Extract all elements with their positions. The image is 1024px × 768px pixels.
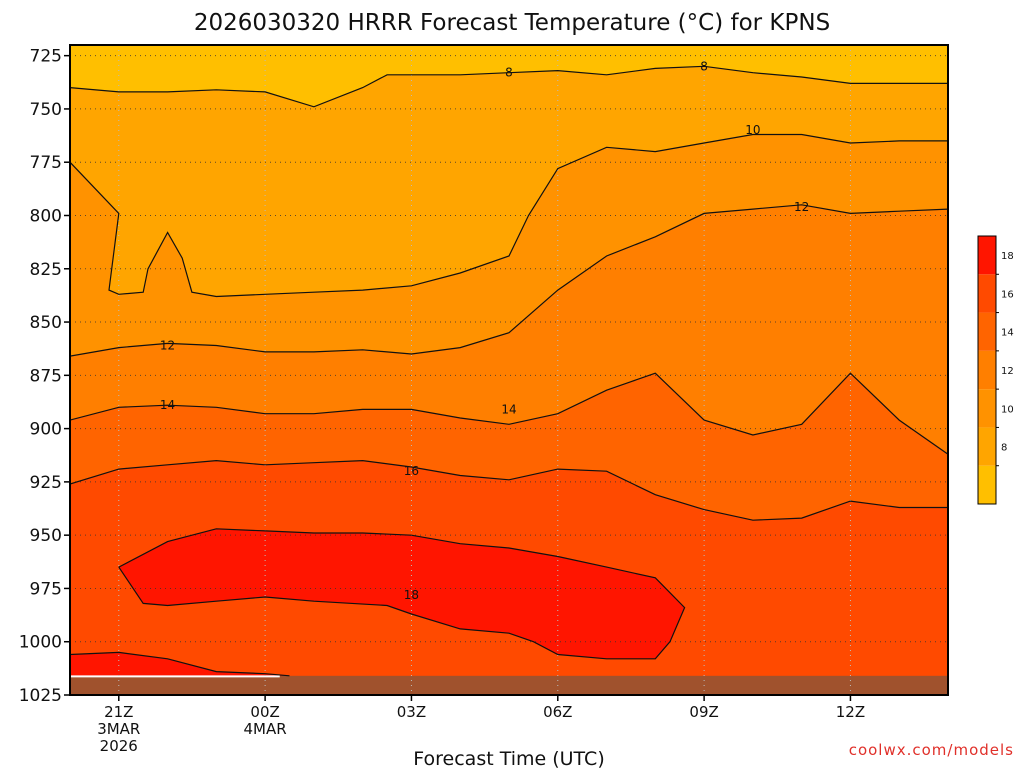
y-tick-label: 850	[30, 313, 62, 333]
contour-line	[70, 459, 948, 521]
y-tick-label: 775	[30, 153, 62, 173]
x-tick-label: 3MAR	[97, 720, 140, 738]
colorbar: 8 10 12 14 16 18	[977, 235, 1014, 505]
contour-label: 10	[745, 123, 760, 137]
contour-label: 18	[404, 588, 419, 602]
contour-line	[70, 65, 948, 108]
contour-label: 8	[700, 59, 708, 73]
colorbar-frame	[977, 235, 997, 505]
y-tick-label: 825	[30, 260, 62, 280]
colorbar-label: 14	[1001, 328, 1014, 339]
y-tick-label: 925	[30, 473, 62, 493]
x-tick-label: 21Z	[104, 703, 133, 721]
y-tick-label: 950	[30, 526, 62, 546]
y-axis: 725 750 775 800 825 850 875 900 925 950 975 1000 102…	[19, 47, 70, 706]
colorbar-label: 8	[1001, 443, 1007, 454]
contour-label: 16	[404, 464, 419, 478]
contour-lines: 8 8 10 12 12 14 14 16 18	[70, 59, 948, 677]
contour-line	[70, 372, 948, 455]
grid-lines	[70, 45, 948, 695]
contour-label: 12	[794, 200, 809, 214]
colorbar-swatch	[978, 274, 996, 313]
y-tick-label: 1000	[19, 633, 62, 653]
colorbar-label: 16	[1001, 289, 1014, 300]
watermark: coolwx.com/models	[849, 741, 1014, 759]
x-tick-label: 06Z	[543, 703, 572, 721]
y-tick-label: 750	[30, 100, 62, 120]
x-tick-label: 12Z	[836, 703, 865, 721]
x-axis-label: Forecast Time (UTC)	[413, 748, 604, 768]
colorbar-swatch	[978, 312, 996, 351]
contour-label: 14	[501, 402, 516, 416]
plot-frame	[69, 44, 949, 696]
contour-label: 12	[160, 338, 175, 352]
colorbar-label: 10	[1001, 404, 1014, 415]
contour-line	[70, 204, 948, 357]
y-tick-label: 900	[30, 420, 62, 440]
colorbar-swatch	[978, 236, 996, 275]
contour-line	[118, 528, 686, 660]
colorbar-swatch	[978, 350, 996, 390]
x-tick-label: 2026	[100, 737, 138, 755]
x-tick-label: 4MAR	[244, 720, 287, 738]
y-tick-label: 725	[30, 47, 62, 67]
contour-label: 8	[505, 66, 513, 80]
plot-area	[70, 45, 948, 695]
contour-line	[70, 651, 290, 677]
x-tick-label: 03Z	[397, 703, 426, 721]
y-tick-label: 800	[30, 206, 62, 226]
y-tick-label: 1025	[19, 686, 62, 706]
colorbar-swatch	[978, 427, 996, 466]
colorbar-label: 12	[1001, 366, 1014, 377]
y-tick-label: 975	[30, 579, 62, 599]
contour-label: 14	[160, 398, 175, 412]
ground-layer	[70, 675, 948, 695]
x-tick-label: 09Z	[689, 703, 718, 721]
x-tick-label: 00Z	[250, 703, 279, 721]
colorbar-label: 18	[1001, 251, 1014, 262]
colorbar-swatch	[978, 389, 996, 428]
band-above-18	[118, 528, 685, 659]
y-tick-label: 875	[30, 366, 62, 386]
colorbar-swatch	[978, 465, 996, 504]
chart-title: 2026030320 HRRR Forecast Temperature (°C…	[194, 10, 830, 36]
contour-line	[70, 133, 948, 298]
